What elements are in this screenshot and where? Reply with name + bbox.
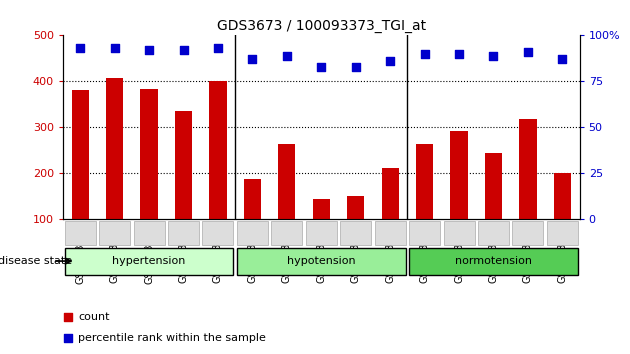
FancyBboxPatch shape [272, 221, 302, 245]
Text: count: count [79, 312, 110, 322]
Point [213, 45, 223, 51]
Bar [450, 131, 467, 266]
Title: GDS3673 / 100093373_TGI_at: GDS3673 / 100093373_TGI_at [217, 19, 426, 33]
FancyBboxPatch shape [375, 221, 406, 245]
FancyBboxPatch shape [409, 247, 578, 275]
Bar [312, 199, 330, 266]
Point [178, 47, 188, 53]
Point [385, 58, 395, 64]
Point [523, 49, 533, 55]
Point [558, 57, 568, 62]
Point [110, 45, 120, 51]
FancyBboxPatch shape [478, 221, 509, 245]
Point [420, 51, 430, 57]
Point [248, 57, 258, 62]
Point [351, 64, 361, 69]
Text: hypertension: hypertension [112, 256, 186, 266]
Bar [106, 78, 123, 266]
FancyBboxPatch shape [340, 221, 371, 245]
Point [364, 246, 374, 251]
Point [316, 64, 326, 69]
Point [75, 45, 85, 51]
Point [144, 47, 154, 53]
Bar [519, 119, 537, 266]
Bar [209, 81, 227, 266]
FancyBboxPatch shape [168, 221, 199, 245]
Bar [347, 196, 364, 266]
FancyBboxPatch shape [202, 221, 234, 245]
Bar [554, 172, 571, 266]
Bar [72, 90, 89, 266]
FancyBboxPatch shape [134, 221, 164, 245]
FancyBboxPatch shape [237, 221, 268, 245]
Bar [140, 89, 158, 266]
Bar [278, 144, 295, 266]
FancyBboxPatch shape [547, 221, 578, 245]
FancyBboxPatch shape [99, 221, 130, 245]
Text: disease state: disease state [0, 256, 72, 266]
FancyBboxPatch shape [237, 247, 406, 275]
Bar [485, 153, 502, 266]
FancyBboxPatch shape [512, 221, 544, 245]
Point [364, 52, 374, 58]
FancyBboxPatch shape [65, 247, 234, 275]
Bar [175, 111, 192, 266]
Text: percentile rank within the sample: percentile rank within the sample [79, 333, 266, 343]
Bar [244, 179, 261, 266]
Bar [416, 143, 433, 266]
Text: normotension: normotension [455, 256, 532, 266]
Point [488, 53, 498, 58]
Bar [382, 168, 399, 266]
FancyBboxPatch shape [409, 221, 440, 245]
Text: hypotension: hypotension [287, 256, 355, 266]
FancyBboxPatch shape [65, 221, 96, 245]
Point [454, 51, 464, 57]
FancyBboxPatch shape [444, 221, 474, 245]
Point [282, 53, 292, 58]
FancyBboxPatch shape [306, 221, 337, 245]
